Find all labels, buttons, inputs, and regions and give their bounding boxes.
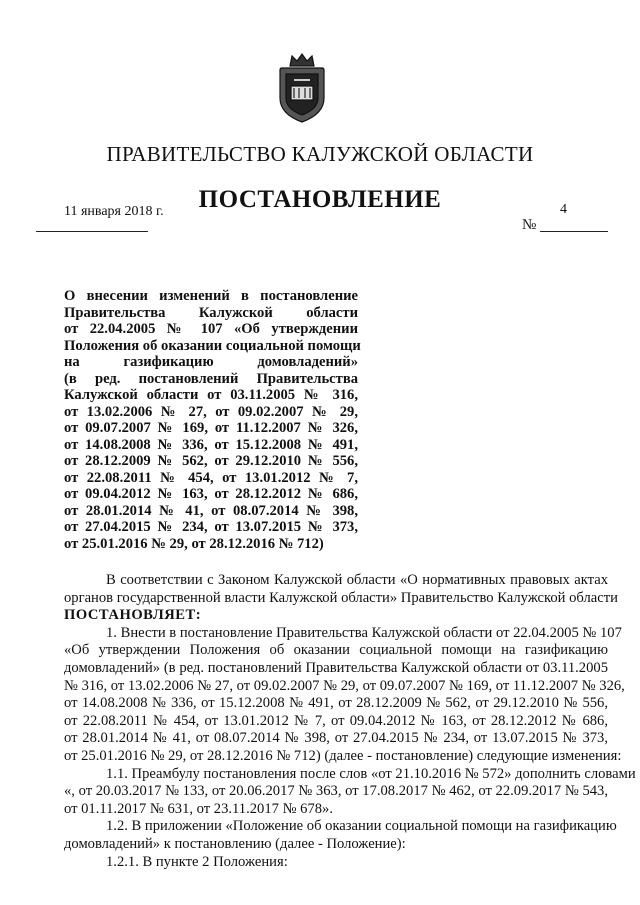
paragraph-1-1: 1.1. Преамбулу постановления после слов … (64, 765, 636, 819)
text-line: от 27.04.2015 № 234, от 13.07.2015 № 373… (64, 519, 358, 535)
text-line: от 01.11.2017 № 631, от 23.11.2017 № 678… (64, 800, 333, 817)
paragraph-1-2: 1.2. В приложении «Положение об оказании… (64, 818, 617, 853)
text-line: от 14.08.2008 № 336, от 15.12.2008 № 491… (64, 436, 358, 453)
document-date: 11 января 2018 г. (64, 204, 164, 219)
text-line: домовладений» (в ред. постановлений Прав… (64, 659, 608, 676)
document-body: В соответствии с Законом Калужской облас… (64, 572, 636, 872)
preamble-paragraph: В соответствии с Законом Калужской облас… (64, 572, 618, 607)
text-line: В соответствии с Законом Калужской облас… (106, 572, 608, 588)
text-line: «Об утверждении Положения об оказании со… (64, 642, 608, 659)
paragraph-1: 1. Внести в постановление Правительства … (64, 624, 625, 766)
text-line: 1.1. Преамбулу постановления после слов … (106, 765, 636, 782)
text-line: от 22.08.2011 № 454, от 13.01.2012 № 7, … (64, 712, 608, 729)
text-line: 1.2. В приложении «Положение об оказании… (106, 818, 617, 835)
text-line: от 28.01.2014 № 41, от 08.07.2014 № 398, (64, 502, 358, 519)
text-line: 1. Внести в постановление Правительства … (106, 624, 622, 641)
paragraph-1-2-1: 1.2.1. В пункте 2 Положения: (64, 854, 608, 872)
document-type-title: ПОСТАНОВЛЕНИЕ (198, 186, 442, 213)
text-line: Калужской области от 03.11.2005 № 316, (64, 387, 358, 403)
text-line: Положения об оказании социальной помощи (64, 337, 361, 354)
government-name: ПРАВИТЕЛЬСТВО КАЛУЖСКОЙ ОБЛАСТИ (106, 142, 534, 166)
text-line: от 25.01.2016 № 29, от 28.12.2016 № 712) (64, 535, 324, 552)
text-line: домовладений» к постановлению (далее - П… (64, 835, 406, 852)
text-line: от 22.08.2011 № 454, от 13.01.2012 № 7, (64, 469, 358, 486)
text-line: от 28.01.2014 № 41, от 08.07.2014 № 398,… (64, 730, 608, 747)
number-underline (540, 231, 608, 232)
text-line: органов государственной власти Калужской… (64, 589, 618, 606)
resolves-heading: ПОСТАНОВЛЯЕТ: (64, 607, 202, 624)
text-line: от 22.04.2005 № 107 «Об утверждении (64, 321, 358, 337)
document-subject: О внесении изменений в постановление Прав… (64, 288, 361, 552)
text-line: от 25.01.2016 № 29, от 28.12.2016 № 712)… (64, 747, 622, 764)
text-line: на газификацию домовладений» (64, 354, 358, 370)
coat-of-arms-emblem (279, 52, 325, 123)
text-line: О внесении изменений в постановление (64, 288, 358, 304)
text-line: от 13.02.2006 № 27, от 09.02.2007 № 29, (64, 403, 358, 420)
text-line: от 09.07.2007 № 169, от 11.12.2007 № 326… (64, 420, 358, 436)
text-line: «, от 20.03.2017 № 133, от 20.06.2017 № … (64, 783, 608, 800)
text-line: 1.2.1. В пункте 2 Положения: (106, 853, 288, 870)
document-number: 4 (560, 202, 567, 217)
text-line: от 14.08.2008 № 336, от 15.12.2008 № 491… (64, 695, 608, 712)
text-line: от 09.04.2012 № 163, от 28.12.2012 № 686… (64, 486, 358, 502)
date-underline (36, 231, 148, 232)
text-line: № 316, от 13.02.2006 № 27, от 09.02.2007… (64, 677, 625, 694)
text-line: Правительства Калужской области (64, 304, 358, 321)
number-sign: № (522, 217, 537, 233)
text-line: от 28.12.2009 № 562, от 29.12.2010 № 556… (64, 453, 358, 469)
text-line: (в ред. постановлений Правительства (64, 370, 358, 387)
